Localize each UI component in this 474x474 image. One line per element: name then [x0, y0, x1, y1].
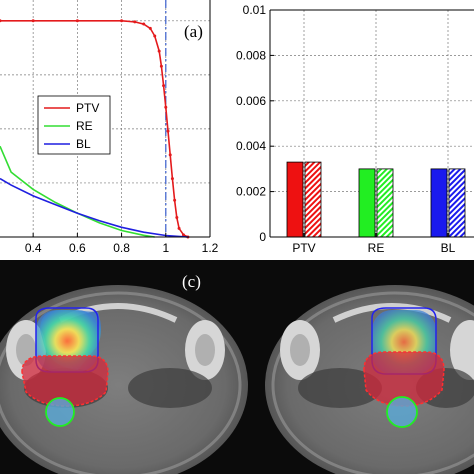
femoral-head-core-right: [195, 334, 215, 366]
skin-outline: [271, 291, 474, 474]
series-point-ptv: [0, 19, 2, 23]
series-point-ptv: [168, 153, 172, 157]
bar-solid-ptv: [286, 161, 304, 238]
x-tick-label: PTV: [292, 241, 315, 255]
bar-hatched-ptv: [304, 161, 322, 238]
ptv-contour: [21, 355, 109, 407]
x-tick-label: BL: [441, 241, 456, 255]
series-point-ptv: [75, 19, 79, 23]
x-tick-label: 0.6: [69, 241, 86, 255]
ct-slice-left: [0, 285, 248, 474]
series-point-ptv: [157, 49, 161, 53]
series-point-ptv: [177, 226, 181, 230]
x-tick-label: 0.4: [25, 241, 42, 255]
rectum-contour: [386, 396, 418, 428]
series-point-ptv: [120, 19, 124, 23]
bar-y-tick-labels: 0 0.002 0.004 0.006 0.008 0.01: [236, 3, 274, 244]
bar-x-tick-labels: PTV RE BL: [292, 233, 456, 255]
y-tick-label: 0.006: [236, 94, 266, 108]
y-tick-label: 0: [259, 230, 266, 244]
legend-label-ptv: PTV: [76, 101, 99, 115]
x-tick-label: 1.2: [202, 241, 219, 255]
rectum-dose: [387, 397, 417, 427]
ptv-region: [22, 356, 108, 406]
fat-left: [298, 368, 382, 408]
bar-solid-bl: [430, 168, 448, 238]
skin-outline: [0, 291, 242, 474]
fat-right: [128, 368, 212, 408]
x-tick-label: RE: [368, 241, 385, 255]
y-tick-label: 0.008: [236, 48, 266, 62]
series-point-ptv: [148, 26, 152, 30]
y-tick-label: 0.004: [236, 139, 266, 153]
x-tick-label: 1: [162, 241, 169, 255]
bar-hatched-re: [376, 168, 394, 238]
rectum-dose: [46, 398, 74, 426]
panel-label-a: (a): [184, 22, 203, 41]
legend-label-re: RE: [76, 119, 93, 133]
pubic-bone: [332, 303, 452, 323]
bar-solid-re: [358, 168, 376, 238]
y-tick-label: 0.002: [236, 185, 266, 199]
series-line-ptv: [0, 19, 189, 238]
series-point-ptv: [173, 198, 177, 202]
dvh-axes: [0, 0, 211, 238]
rectum-contour: [45, 397, 75, 427]
bar-series: [286, 161, 466, 238]
ptv-contour: [363, 351, 445, 407]
series-point-ptv: [153, 34, 157, 38]
series-point-ptv: [164, 105, 168, 109]
femoral-head-right: [450, 320, 474, 380]
series-point-ptv: [181, 233, 185, 237]
x-tick-label: 0.8: [113, 241, 130, 255]
ct-slice-right: [265, 285, 474, 474]
femoral-head-core-left: [290, 334, 310, 366]
legend-label-bl: BL: [76, 137, 91, 151]
y-tick-label: 0.01: [243, 3, 267, 17]
dvh-plot-panel: 0.4 0.6 0.8 1 1.2 (a) PTV RE BL: [0, 0, 219, 255]
dvh-curves: [0, 19, 190, 239]
series-point-ptv: [162, 84, 166, 88]
series-point-ptv: [170, 177, 174, 181]
ptv-region: [364, 352, 444, 406]
bar-chart-panel: 0 0.002 0.004 0.006 0.008 0.01 PTV RE BL: [236, 3, 474, 255]
series-point-ptv: [175, 216, 179, 220]
dvh-legend: PTV RE BL: [37, 95, 111, 155]
series-point-ptv: [159, 64, 163, 68]
dvh-x-tick-labels: 0.4 0.6 0.8 1 1.2: [25, 233, 219, 255]
bar-hatched-bl: [448, 168, 466, 238]
series-point-ptv: [31, 19, 35, 23]
ct-dose-panel: (c): [0, 260, 474, 474]
panel-label-c: (c): [182, 272, 201, 291]
series-point-ptv: [166, 129, 170, 133]
series-line-bl: [0, 177, 188, 238]
series-point-ptv: [142, 22, 146, 26]
series-point-ptv: [133, 20, 137, 24]
